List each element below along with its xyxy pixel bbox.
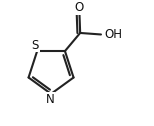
Text: O: O — [75, 1, 84, 14]
Text: OH: OH — [105, 28, 123, 41]
Text: S: S — [32, 39, 39, 52]
Text: N: N — [46, 93, 55, 106]
